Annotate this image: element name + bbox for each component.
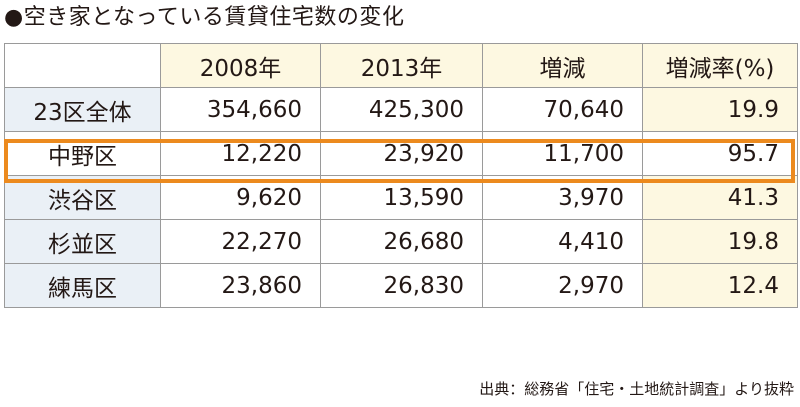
table-row-highlighted: 中野区 12,220 23,920 11,700 95.7 — [4, 131, 798, 176]
header-2013: 2013年 — [320, 43, 483, 88]
table-row: 杉並区 22,270 26,680 4,410 19.8 — [4, 219, 798, 264]
cell-change: 3,970 — [482, 175, 643, 220]
header-change-rate: 増減率(%) — [642, 43, 798, 88]
header-row: 2008年 2013年 増減 増減率(%) — [4, 43, 798, 88]
cell-rate: 95.7 — [642, 131, 798, 176]
header-change: 増減 — [482, 43, 643, 88]
cell-2013: 26,680 — [320, 219, 483, 264]
header-2008: 2008年 — [160, 43, 321, 88]
row-label: 練馬区 — [4, 263, 161, 308]
cell-2013: 23,920 — [320, 131, 483, 176]
cell-change: 2,970 — [482, 263, 643, 308]
table-row: 渋谷区 9,620 13,590 3,970 41.3 — [4, 175, 798, 220]
cell-2013: 425,300 — [320, 87, 483, 132]
data-table: 2008年 2013年 増減 増減率(%) 23区全体 354,660 425,… — [4, 43, 798, 308]
cell-rate: 12.4 — [642, 263, 798, 308]
source-note: 出典：総務省「住宅・土地統計調査」より抜粋 — [479, 380, 794, 398]
cell-2013: 13,590 — [320, 175, 483, 220]
table-row: 23区全体 354,660 425,300 70,640 19.9 — [4, 87, 798, 132]
cell-change: 11,700 — [482, 131, 643, 176]
row-label: 杉並区 — [4, 219, 161, 264]
cell-2008: 22,270 — [160, 219, 321, 264]
cell-2008: 9,620 — [160, 175, 321, 220]
cell-2008: 23,860 — [160, 263, 321, 308]
table-row: 練馬区 23,860 26,830 2,970 12.4 — [4, 263, 798, 308]
row-label: 渋谷区 — [4, 175, 161, 220]
cell-2008: 12,220 — [160, 131, 321, 176]
cell-2013: 26,830 — [320, 263, 483, 308]
row-label: 中野区 — [4, 131, 161, 176]
header-corner — [4, 43, 161, 88]
cell-rate: 41.3 — [642, 175, 798, 220]
cell-2008: 354,660 — [160, 87, 321, 132]
cell-rate: 19.8 — [642, 219, 798, 264]
cell-change: 4,410 — [482, 219, 643, 264]
page-title: ●空き家となっている賃貸住宅数の変化 — [4, 5, 405, 30]
vacant-rental-housing-table: 2008年 2013年 増減 増減率(%) 23区全体 354,660 425,… — [4, 43, 798, 325]
cell-rate: 19.9 — [642, 87, 798, 132]
row-label: 23区全体 — [4, 87, 161, 132]
cell-change: 70,640 — [482, 87, 643, 132]
